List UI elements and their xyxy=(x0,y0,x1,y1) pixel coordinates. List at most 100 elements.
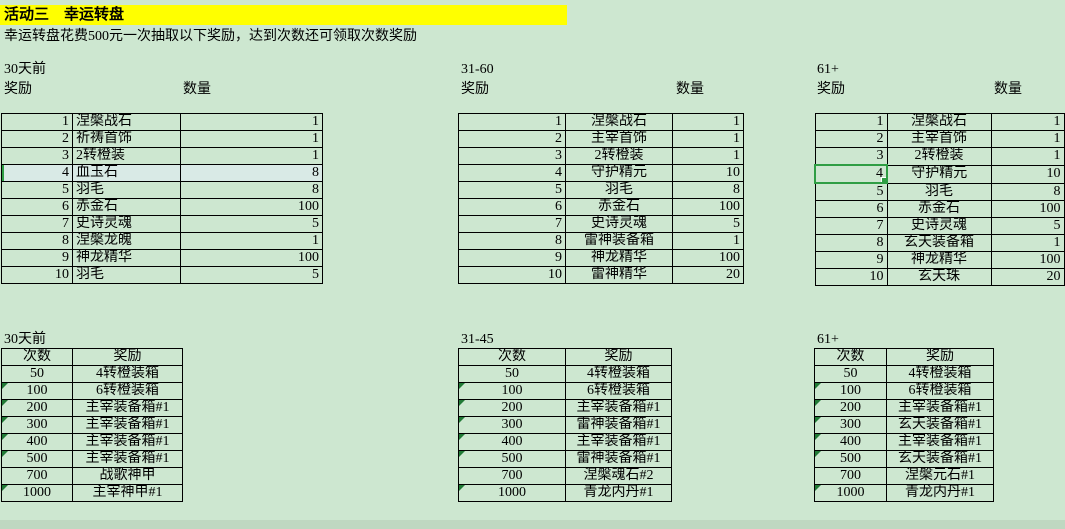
reward-cell[interactable]: 羽毛 xyxy=(565,181,673,199)
reward-cell[interactable]: 主宰装备箱#1 xyxy=(72,416,183,434)
quantity-cell[interactable]: 5 xyxy=(180,215,323,233)
reward-cell[interactable]: 6转橙装箱 xyxy=(72,382,183,400)
reward-cell[interactable]: 史诗灵魂 xyxy=(72,215,181,233)
reward-cell[interactable]: 6转橙装箱 xyxy=(565,382,672,400)
row-index-cell[interactable]: 4 xyxy=(458,164,566,182)
quantity-cell[interactable]: 1 xyxy=(990,130,1065,148)
count-cell[interactable]: 400 xyxy=(458,433,566,451)
quantity-cell[interactable]: 100 xyxy=(180,249,323,267)
reward-cell[interactable]: 青龙内丹#1 xyxy=(886,484,994,502)
count-cell[interactable]: 500 xyxy=(814,450,887,468)
quantity-cell[interactable]: 1 xyxy=(990,113,1065,131)
reward-cell[interactable]: 雷神装备箱#1 xyxy=(565,416,672,434)
reward-cell[interactable]: 2转橙装 xyxy=(565,147,673,165)
milestone-section-label-31-45[interactable]: 31-45 xyxy=(461,332,494,347)
quantity-cell[interactable]: 20 xyxy=(672,266,744,284)
row-index-cell[interactable]: 1 xyxy=(1,113,73,131)
quantity-cell[interactable]: 1 xyxy=(180,130,323,148)
quantity-cell[interactable]: 8 xyxy=(180,181,323,199)
count-header-cell[interactable]: 次数 xyxy=(458,348,566,366)
quantity-cell[interactable]: 5 xyxy=(180,266,323,284)
row-index-cell[interactable]: 6 xyxy=(1,198,73,216)
reward-cell[interactable]: 雷神装备箱#1 xyxy=(565,450,672,468)
quantity-cell[interactable]: 10 xyxy=(672,164,744,182)
reward-header-label[interactable]: 奖励 xyxy=(4,82,32,97)
row-index-cell[interactable]: 4 xyxy=(1,164,73,182)
reward-cell[interactable]: 玄天珠 xyxy=(886,268,992,286)
row-index-cell[interactable]: 6 xyxy=(814,200,888,218)
reward-cell[interactable]: 涅槃元石#1 xyxy=(886,467,994,485)
reward-cell[interactable]: 守护精元 xyxy=(565,164,673,182)
row-index-cell[interactable]: 6 xyxy=(458,198,566,216)
reward-section-label-30days[interactable]: 30天前 xyxy=(4,62,46,77)
row-index-cell[interactable]: 10 xyxy=(814,268,888,286)
reward-cell[interactable]: 涅槃战石 xyxy=(886,113,992,131)
row-index-cell[interactable]: 10 xyxy=(458,266,566,284)
row-index-cell[interactable]: 3 xyxy=(1,147,73,165)
reward-cell[interactable]: 主宰装备箱#1 xyxy=(72,433,183,451)
row-index-cell[interactable]: 3 xyxy=(814,147,888,166)
row-index-cell[interactable]: 3 xyxy=(458,147,566,165)
quantity-cell[interactable]: 100 xyxy=(180,198,323,216)
row-index-cell[interactable]: 2 xyxy=(1,130,73,148)
count-header-cell[interactable]: 次数 xyxy=(814,348,887,366)
milestone-section-label-30days[interactable]: 30天前 xyxy=(4,332,46,347)
count-cell[interactable]: 200 xyxy=(814,399,887,417)
count-cell[interactable]: 400 xyxy=(1,433,73,451)
row-index-cell[interactable]: 1 xyxy=(814,113,888,131)
quantity-cell[interactable]: 1 xyxy=(672,113,744,131)
page-title[interactable]: 活动三 幸运转盘 xyxy=(0,5,567,25)
count-cell[interactable]: 50 xyxy=(814,365,887,383)
reward-header-label[interactable]: 奖励 xyxy=(461,82,489,97)
reward-cell[interactable]: 主宰装备箱#1 xyxy=(886,399,994,417)
quantity-cell[interactable]: 100 xyxy=(990,251,1065,269)
reward-cell[interactable]: 主宰首饰 xyxy=(565,130,673,148)
reward-cell[interactable]: 主宰神甲#1 xyxy=(72,484,183,502)
reward-cell[interactable]: 赤金石 xyxy=(886,200,992,218)
reward-cell[interactable]: 涅槃魂石#2 xyxy=(565,467,672,485)
reward-header-label[interactable]: 奖励 xyxy=(817,82,845,97)
quantity-cell[interactable]: 1 xyxy=(180,147,323,165)
reward-cell[interactable]: 青龙内丹#1 xyxy=(565,484,672,502)
reward-cell[interactable]: 主宰装备箱#1 xyxy=(886,433,994,451)
reward-header-cell[interactable]: 奖励 xyxy=(565,348,672,366)
count-cell[interactable]: 200 xyxy=(458,399,566,417)
row-index-cell[interactable]: 9 xyxy=(458,249,566,267)
reward-cell[interactable]: 4转橙装箱 xyxy=(886,365,994,383)
row-index-cell[interactable]: 7 xyxy=(458,215,566,233)
reward-cell[interactable]: 史诗灵魂 xyxy=(565,215,673,233)
count-cell[interactable]: 300 xyxy=(814,416,887,434)
quantity-cell[interactable]: 1 xyxy=(990,147,1065,166)
page-subtitle[interactable]: 幸运转盘花费500元一次抽取以下奖励，达到次数还可领取次数奖励 xyxy=(4,29,417,44)
reward-cell[interactable]: 守护精元 xyxy=(886,164,992,184)
count-cell[interactable]: 700 xyxy=(1,467,73,485)
count-cell[interactable]: 500 xyxy=(458,450,566,468)
row-index-cell[interactable]: 5 xyxy=(458,181,566,199)
quantity-header-label[interactable]: 数量 xyxy=(994,82,1022,97)
milestone-section-label-61plus[interactable]: 61+ xyxy=(817,332,839,347)
count-cell[interactable]: 700 xyxy=(814,467,887,485)
count-header-cell[interactable]: 次数 xyxy=(1,348,73,366)
count-cell[interactable]: 50 xyxy=(458,365,566,383)
count-cell[interactable]: 200 xyxy=(1,399,73,417)
count-cell[interactable]: 100 xyxy=(814,382,887,400)
reward-cell[interactable]: 羽毛 xyxy=(72,266,181,284)
reward-header-cell[interactable]: 奖励 xyxy=(72,348,183,366)
reward-cell[interactable]: 雷神精华 xyxy=(565,266,673,284)
reward-cell[interactable]: 4转橙装箱 xyxy=(72,365,183,383)
reward-cell[interactable]: 6转橙装箱 xyxy=(886,382,994,400)
reward-cell[interactable]: 雷神装备箱 xyxy=(565,232,673,250)
reward-cell[interactable]: 神龙精华 xyxy=(565,249,673,267)
row-index-cell[interactable]: 7 xyxy=(1,215,73,233)
reward-cell[interactable]: 主宰装备箱#1 xyxy=(565,399,672,417)
reward-cell[interactable]: 主宰装备箱#1 xyxy=(72,450,183,468)
count-cell[interactable]: 300 xyxy=(1,416,73,434)
quantity-header-label[interactable]: 数量 xyxy=(676,82,704,97)
reward-cell[interactable]: 羽毛 xyxy=(72,181,181,199)
quantity-cell[interactable]: 1 xyxy=(180,113,323,131)
reward-cell[interactable]: 神龙精华 xyxy=(72,249,181,267)
reward-cell[interactable]: 玄天装备箱#1 xyxy=(886,416,994,434)
count-cell[interactable]: 500 xyxy=(1,450,73,468)
quantity-cell[interactable]: 1 xyxy=(672,130,744,148)
row-index-cell[interactable]: 5 xyxy=(1,181,73,199)
